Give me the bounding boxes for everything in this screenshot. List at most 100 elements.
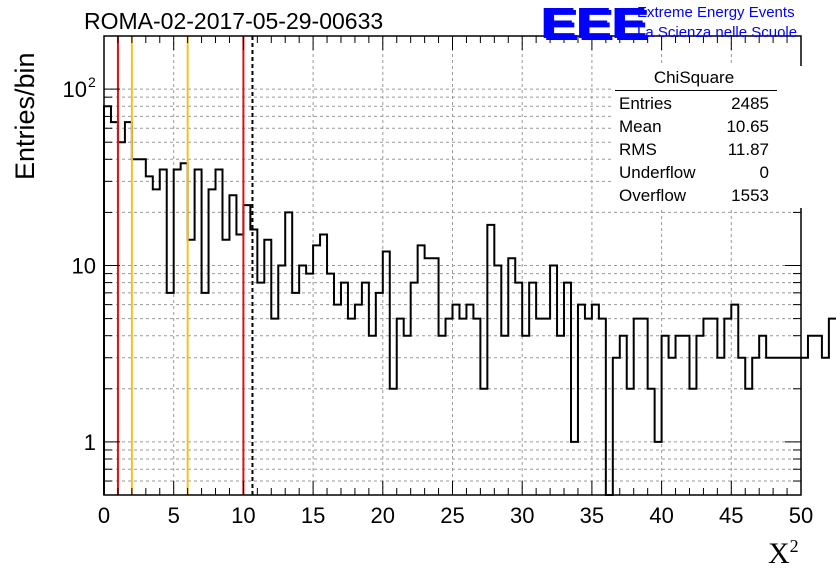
histogram-outline (103, 105, 836, 496)
stats-title-underline (615, 90, 777, 91)
histogram-bin (355, 305, 362, 495)
histogram-bin (683, 336, 690, 495)
stats-row-underflow: Underflow 0 (619, 163, 769, 182)
x-tick-label: 10 (231, 503, 255, 528)
histogram-bin (662, 336, 669, 495)
stats-row-overflow: Overflow 1553 (619, 186, 769, 205)
histogram-bin (822, 358, 829, 495)
histogram-bin (648, 389, 655, 495)
histogram-bin (794, 358, 801, 495)
histogram-bin (327, 274, 334, 495)
histogram-bin (585, 319, 592, 495)
histogram-bin (801, 358, 808, 495)
histogram-bin (710, 319, 717, 495)
histogram-bin (689, 389, 696, 495)
x-tick-label: 40 (649, 503, 673, 528)
histogram-bin (501, 336, 508, 495)
histogram-bin (717, 358, 724, 495)
run-title: ROMA-02-2017-05-29-00633 (84, 8, 384, 34)
histogram-bin (515, 283, 522, 495)
histogram-bin (257, 283, 264, 495)
histogram-bin (439, 336, 446, 495)
histogram-bin (376, 293, 383, 495)
histogram-bin (299, 266, 306, 496)
x-tick-label: 35 (580, 503, 604, 528)
histogram-bin (773, 358, 780, 495)
histogram-bin (703, 319, 710, 495)
x-tick-label: 0 (98, 503, 110, 528)
histogram-bin (104, 106, 111, 495)
x-tick-label: 25 (440, 503, 464, 528)
histogram-bin (453, 305, 460, 495)
histogram-bin (731, 305, 738, 495)
histogram-bin (216, 170, 223, 495)
x-axis-label: X2 (768, 536, 799, 570)
histogram-bin (759, 336, 766, 495)
histogram-bin (313, 245, 320, 495)
histogram-bin (459, 319, 466, 495)
histogram-bin (320, 234, 327, 495)
histogram-bin (571, 442, 578, 495)
histogram-bin (292, 293, 299, 495)
histogram-bin (446, 319, 453, 495)
histogram-bin (766, 358, 773, 495)
y-tick-label: 10 (72, 254, 96, 279)
x-tick-label: 15 (301, 503, 325, 528)
histogram-bin (494, 266, 501, 496)
histogram-bin (592, 305, 599, 495)
histogram-bin (418, 245, 425, 495)
y-tick-label: 1 (84, 430, 96, 455)
histogram-bin (564, 283, 571, 495)
histogram-bin (404, 336, 411, 495)
x-tick-label: 50 (789, 503, 813, 528)
histogram-bin (815, 336, 822, 495)
histogram-bin (627, 389, 634, 495)
histogram-bin (787, 358, 794, 495)
histogram-bin (362, 283, 369, 495)
histogram-bin (522, 336, 529, 495)
histogram-bin (550, 266, 557, 496)
x-tick-label: 45 (719, 503, 743, 528)
logo-line-2: La Scienza nelle Scuole (637, 24, 798, 41)
histogram-bin (383, 252, 390, 495)
stats-box: ChiSquare Entries 2485 Mean 10.65 RMS 11.87… (613, 66, 807, 208)
histogram-bin (153, 189, 160, 495)
histogram-bin (466, 305, 473, 495)
histogram-bin (188, 240, 195, 495)
histogram-bin (341, 283, 348, 495)
eee-logo: EEE (540, 0, 648, 48)
histogram-bin (181, 163, 188, 495)
histogram-bin (222, 240, 229, 495)
y-tick-label: 10 (63, 77, 87, 102)
x-tick-label: 5 (168, 503, 180, 528)
histogram-bin (752, 358, 759, 495)
y-tick-exponent: 2 (88, 74, 96, 90)
histogram-bin (529, 283, 536, 495)
histogram-bin (167, 293, 174, 495)
histogram-bin (132, 159, 139, 495)
histogram-bin (432, 258, 439, 495)
histogram-bin (557, 336, 564, 495)
histogram-bin (780, 358, 787, 495)
histogram-bin (160, 170, 167, 495)
histogram-bin (195, 170, 202, 495)
histogram-bin (641, 319, 648, 495)
stats-row-entries: Entries 2485 (619, 94, 769, 113)
stats-title: ChiSquare (653, 68, 735, 87)
histogram-bin (669, 358, 676, 495)
histogram-bin (411, 283, 418, 495)
histogram-bin (174, 170, 181, 495)
histogram-bin (508, 258, 515, 495)
histogram-bin (487, 225, 494, 495)
histogram-bin (724, 319, 731, 495)
histogram-bin (480, 389, 487, 495)
histogram-bin (536, 319, 543, 495)
histogram-bin (738, 358, 745, 495)
histogram-bin (696, 336, 703, 495)
histogram-bin (425, 258, 432, 495)
histogram-bin (306, 274, 313, 495)
histogram-bin (829, 319, 836, 495)
histogram-bin (229, 195, 236, 495)
